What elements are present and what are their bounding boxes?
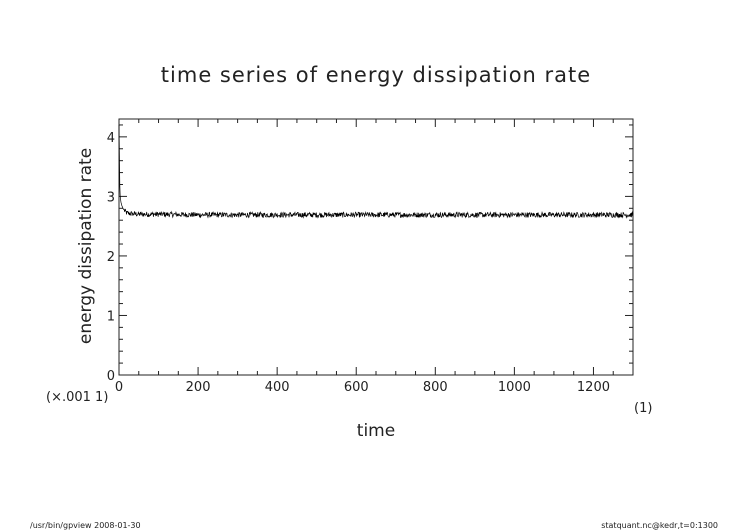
y-tick-label: 2 (107, 250, 115, 265)
y-tick-label: 3 (107, 190, 115, 205)
y-scale-label: (×.001 1) (46, 390, 108, 405)
y-tick-label: 1 (107, 309, 115, 324)
x-tick-label: 600 (344, 380, 369, 395)
x-tick-label: 800 (423, 380, 448, 395)
x-tick-label: 1000 (498, 380, 531, 395)
x-tick-label: 200 (186, 380, 211, 395)
x-tick-label: 400 (265, 380, 290, 395)
x-scale-label: (1) (634, 401, 652, 416)
tick-marks (118, 119, 634, 376)
chart-title: time series of energy dissipation rate (161, 63, 591, 87)
y-tick-label: 0 (107, 369, 115, 384)
footer-left: /usr/bin/gpview 2008-01-30 (30, 521, 141, 530)
footer-right: statquant.nc@kedr,t=0:1300 (601, 521, 718, 530)
x-axis-label: time (357, 421, 395, 441)
series-layer (118, 124, 634, 219)
plot-axes (118, 118, 634, 376)
x-tick-label: 1200 (577, 380, 610, 395)
tick-labels: 0 200 400 600 800 1000 1200 0 1 2 3 4 (107, 131, 610, 395)
y-axis-label: energy dissipation rate (76, 148, 96, 344)
x-tick-label: 0 (115, 380, 123, 395)
plot-frame (118, 118, 634, 376)
series-line (118, 124, 634, 219)
y-tick-label: 4 (107, 131, 115, 146)
